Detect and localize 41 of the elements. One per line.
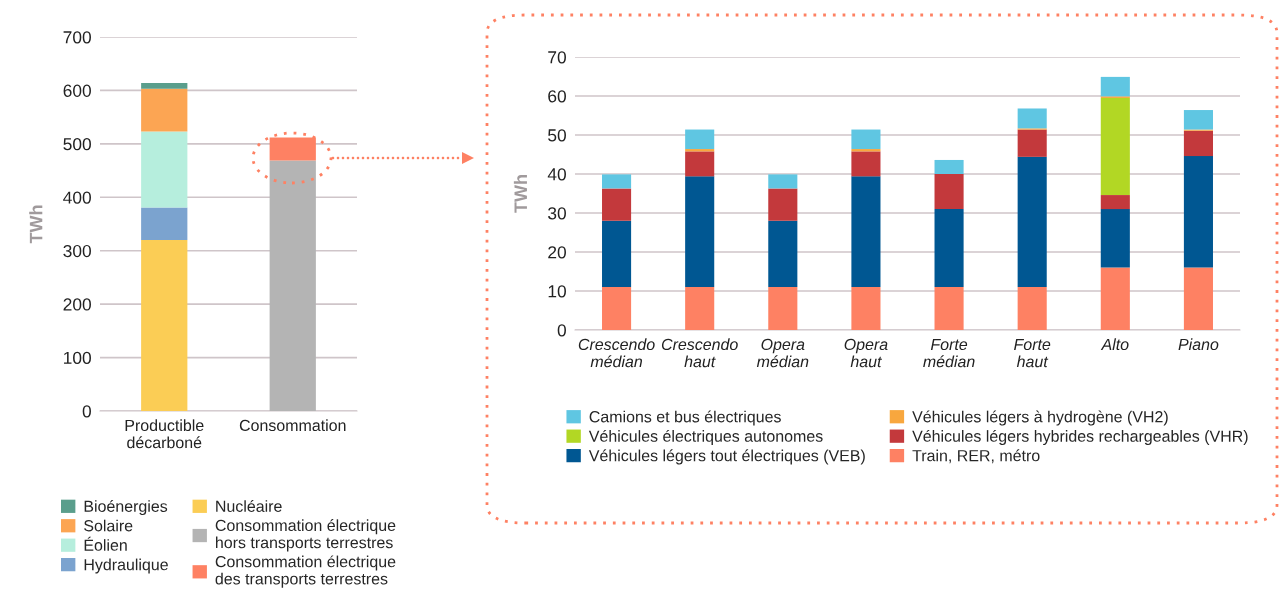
legend-label: Nucléaire	[216, 500, 282, 512]
legend-label: Solaire	[84, 519, 133, 532]
y-tick-label: 50	[548, 129, 566, 142]
y-tick-label: 300	[63, 244, 91, 258]
x-tick-label: Alto	[1100, 338, 1129, 351]
legend-label: Véhicules légers tout électriques (VEB)	[588, 449, 865, 465]
legend-label: Train, RER, métro	[912, 449, 1040, 464]
y-tick-label: 20	[548, 246, 566, 259]
y-tick-label: 40	[547, 168, 566, 181]
x-tick-label: Opera haut	[844, 338, 888, 368]
legend-label: Bioénergies	[84, 500, 168, 516]
x-tick-label: Opera médian	[756, 338, 809, 368]
y-axis-title: TWh	[513, 175, 527, 213]
legend-label: Éolien	[84, 536, 127, 551]
x-tick-label: Forte médian	[923, 338, 975, 368]
legend-label: Consommation électrique hors transports terrestres	[215, 519, 396, 552]
x-tick-label: Crescendo médian	[578, 338, 655, 368]
legend-label: Hydraulique	[84, 558, 168, 574]
y-tick-label: 500	[63, 138, 91, 151]
x-tick-label: Consommation	[239, 419, 346, 432]
y-tick-label: 60	[548, 90, 566, 103]
y-tick-label: 100	[64, 351, 91, 365]
y-tick-label: 700	[63, 31, 91, 44]
y-tick-label: 400	[63, 191, 91, 204]
y-axis-title: TWh	[29, 205, 43, 244]
y-tick-label: 30	[548, 207, 566, 220]
x-tick-label: Forte haut	[1014, 338, 1051, 368]
legend-label: Véhicules légers à hydrogène (VH2)	[912, 410, 1168, 426]
y-tick-label: 0	[82, 405, 91, 418]
y-tick-label: 70	[548, 51, 566, 64]
y-tick-label: 0	[557, 324, 566, 337]
y-tick-label: 200	[63, 298, 91, 311]
y-tick-label: 600	[63, 84, 91, 97]
legend-label: Véhicules électriques autonomes	[588, 429, 823, 445]
legend-label: Consommation électrique des transports terrestres	[215, 555, 396, 588]
y-tick-label: 10	[548, 285, 566, 298]
x-tick-label: Productible décarboné	[125, 419, 204, 449]
x-tick-label: Piano	[1178, 338, 1219, 351]
x-tick-label: Crescendo haut	[661, 338, 738, 368]
legend-label: Camions et bus électriques	[589, 410, 781, 426]
legend-label: Véhicules légers hybrides rechargeables (VHR)	[912, 429, 1248, 445]
